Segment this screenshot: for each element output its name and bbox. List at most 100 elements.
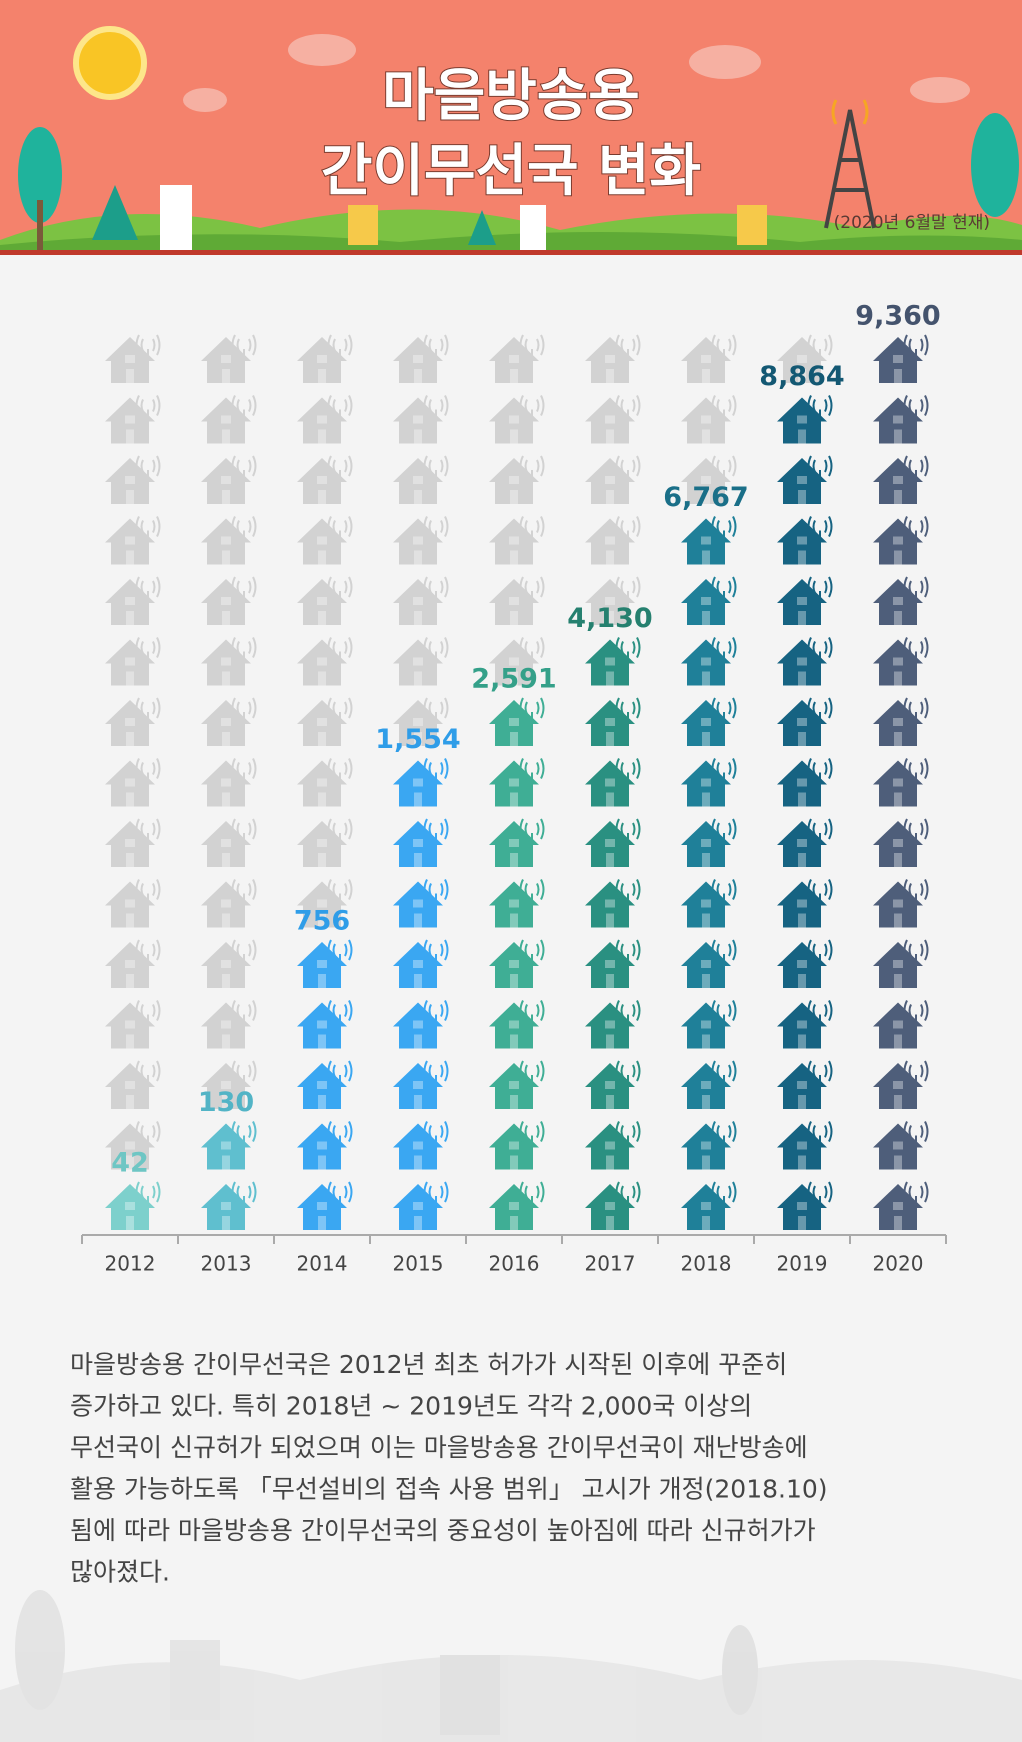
house-window xyxy=(893,355,903,363)
house-body xyxy=(393,458,443,504)
house-body xyxy=(585,1184,635,1230)
house-icon xyxy=(297,395,353,444)
house-door xyxy=(798,913,806,928)
antenna xyxy=(423,395,449,418)
antenna xyxy=(903,1000,929,1023)
house-icon xyxy=(297,879,353,928)
antenna xyxy=(135,576,161,599)
value-label: 130 xyxy=(198,1087,254,1118)
house-window xyxy=(317,597,327,605)
house-icon xyxy=(681,455,737,504)
house-body xyxy=(201,579,251,625)
header-line xyxy=(0,250,1022,255)
house-door xyxy=(606,974,614,988)
antenna xyxy=(231,455,257,478)
antenna xyxy=(519,697,545,720)
house-window xyxy=(893,657,903,666)
house-door xyxy=(894,974,902,988)
house-window xyxy=(797,1202,807,1210)
value-label: 42 xyxy=(111,1148,149,1179)
house-door xyxy=(126,913,134,928)
house-icon xyxy=(393,1060,449,1109)
house-window xyxy=(701,718,711,726)
house-door xyxy=(606,913,614,928)
house-door xyxy=(318,853,326,867)
house-door xyxy=(414,550,422,565)
house-icon xyxy=(681,1000,737,1049)
building xyxy=(737,205,767,245)
antenna xyxy=(903,697,929,720)
house-door xyxy=(318,490,326,504)
house-body xyxy=(873,458,923,504)
house-window xyxy=(221,1202,231,1210)
house-body xyxy=(681,518,731,565)
house-window xyxy=(797,415,807,424)
house-body xyxy=(105,397,155,444)
house-window xyxy=(797,839,807,847)
antenna xyxy=(135,516,161,539)
house-door xyxy=(222,913,230,928)
house-body xyxy=(393,821,443,867)
house-body xyxy=(777,760,827,807)
tree xyxy=(971,113,1019,217)
house-icon xyxy=(105,637,161,686)
house-icon xyxy=(489,395,545,444)
house-window xyxy=(605,1202,615,1210)
cloud xyxy=(910,77,970,103)
house-window xyxy=(413,536,423,545)
house-window xyxy=(317,960,327,968)
antenna xyxy=(807,455,833,478)
house-stack xyxy=(777,395,833,1230)
house-icon xyxy=(777,516,833,565)
antenna xyxy=(231,758,257,781)
house-door xyxy=(414,1034,422,1049)
house-body xyxy=(585,579,635,625)
house-icon xyxy=(585,1121,641,1170)
house-door xyxy=(318,913,326,928)
house-icon xyxy=(297,697,353,746)
house-stack xyxy=(873,334,929,1230)
house-window xyxy=(509,839,519,847)
house-window xyxy=(893,899,903,908)
house-icon xyxy=(777,1000,833,1049)
antenna xyxy=(423,1000,449,1023)
antenna xyxy=(615,939,641,962)
house-window xyxy=(125,1081,135,1089)
house-window xyxy=(509,899,519,908)
house-icon xyxy=(393,879,449,928)
house-window xyxy=(125,778,135,787)
house-icon xyxy=(681,758,737,807)
antenna xyxy=(807,334,833,357)
antenna xyxy=(615,576,641,599)
house-door xyxy=(222,732,230,746)
house-body xyxy=(681,337,731,383)
house-door xyxy=(222,490,230,504)
antenna xyxy=(327,1060,353,1083)
house-icon xyxy=(777,395,833,444)
house-body xyxy=(585,821,635,867)
house-icon xyxy=(489,697,545,746)
antenna xyxy=(807,939,833,962)
house-window xyxy=(605,536,615,545)
house-body xyxy=(297,397,347,444)
house-icon xyxy=(681,395,737,444)
house-window xyxy=(413,899,423,908)
house-body xyxy=(681,1184,731,1230)
house-body xyxy=(105,942,155,988)
house-body xyxy=(393,760,443,807)
house-window xyxy=(413,718,423,726)
house-window xyxy=(509,597,519,605)
house-body xyxy=(201,881,251,928)
antenna xyxy=(231,395,257,418)
house-body xyxy=(489,458,539,504)
house-body xyxy=(873,579,923,625)
house-body xyxy=(585,700,635,746)
antenna xyxy=(807,516,833,539)
cloud xyxy=(288,34,356,66)
house-window xyxy=(317,778,327,787)
house-body xyxy=(777,700,827,746)
antenna xyxy=(615,1121,641,1144)
house-body xyxy=(105,1184,155,1230)
antenna xyxy=(327,818,353,841)
